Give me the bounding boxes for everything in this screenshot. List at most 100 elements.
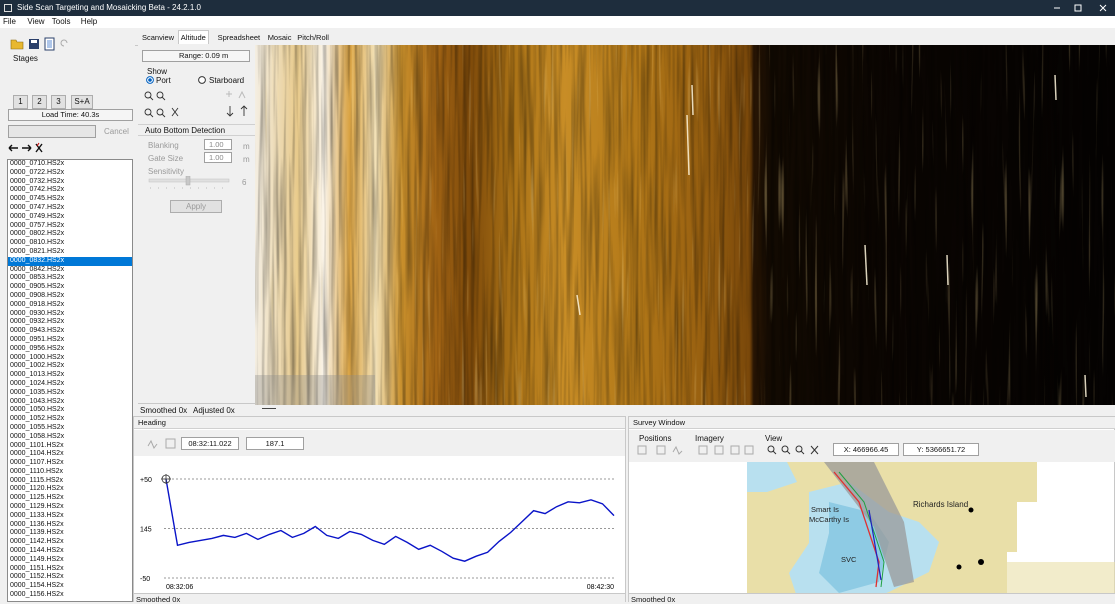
decoration	[731, 446, 739, 454]
radio-port[interactable]	[146, 76, 154, 84]
window-controls[interactable]	[1040, 0, 1115, 16]
zoom-tools[interactable]	[143, 90, 251, 122]
file-item[interactable]: 0000_1115.HS2x	[8, 477, 132, 486]
gate-input[interactable]: 1.00	[204, 152, 232, 163]
file-item[interactable]: 0000_0908.HS2x	[8, 292, 132, 301]
decoration	[801, 451, 804, 454]
file-item[interactable]: 0000_1002.HS2x	[8, 362, 132, 371]
file-item[interactable]: 0000_0722.HS2x	[8, 169, 132, 178]
file-item[interactable]: 0000_1052.HS2x	[8, 415, 132, 424]
imagery-label: Imagery	[695, 434, 724, 443]
file-item[interactable]: 0000_0930.HS2x	[8, 310, 132, 319]
tab[interactable]: Mosaic	[266, 31, 294, 44]
file-item[interactable]: 0000_1149.HS2x	[8, 556, 132, 565]
decoration	[638, 446, 753, 454]
file-item[interactable]: 0000_1144.HS2x	[8, 547, 132, 556]
file-item[interactable]: 0000_1152.HS2x	[8, 573, 132, 582]
file-item[interactable]: 0000_1142.HS2x	[8, 538, 132, 547]
file-item[interactable]: 0000_1024.HS2x	[8, 380, 132, 389]
file-item[interactable]: 0000_0757.HS2x	[8, 222, 132, 231]
file-item[interactable]: 0000_0918.HS2x	[8, 301, 132, 310]
decoration	[162, 114, 165, 117]
file-item[interactable]: 0000_0842.HS2x	[8, 266, 132, 275]
heading-tools[interactable]	[147, 438, 177, 450]
decoration	[1007, 462, 1037, 552]
menu-item[interactable]: Tools	[52, 16, 71, 28]
file-item[interactable]: 0000_0905.HS2x	[8, 283, 132, 292]
menu-item[interactable]: Help	[81, 16, 97, 28]
decoration	[227, 106, 233, 116]
apply-button[interactable]: Apply	[170, 200, 222, 213]
file-item[interactable]: 0000_1139.HS2x	[8, 529, 132, 538]
decoration	[22, 145, 31, 151]
file-item[interactable]: 0000_1110.HS2x	[8, 468, 132, 477]
stage-button[interactable]: 1	[13, 95, 28, 109]
y-tick-label: -50	[140, 576, 150, 583]
toolbar[interactable]	[10, 37, 90, 51]
decoration	[199, 77, 206, 84]
file-item[interactable]: 0000_0742.HS2x	[8, 186, 132, 195]
file-item[interactable]: 0000_1120.HS2x	[8, 485, 132, 494]
decoration	[166, 439, 175, 448]
file-item[interactable]: 0000_0821.HS2x	[8, 248, 132, 257]
decoration	[1007, 562, 1115, 593]
file-item[interactable]: 0000_1035.HS2x	[8, 389, 132, 398]
file-item[interactable]: 0000_0956.HS2x	[8, 345, 132, 354]
tab[interactable]: Scanview	[140, 31, 176, 44]
blanking-input[interactable]: 1.00	[204, 139, 232, 150]
file-item[interactable]: 0000_0802.HS2x	[8, 230, 132, 239]
tab[interactable]: Spreadsheet	[216, 31, 263, 44]
tab[interactable]: Pitch/Roll	[295, 31, 331, 44]
nav-buttons[interactable]	[8, 141, 48, 155]
file-item[interactable]: 0000_1050.HS2x	[8, 406, 132, 415]
file-item[interactable]: 0000_0710.HS2x	[8, 160, 132, 169]
file-item[interactable]: 0000_0745.HS2x	[8, 195, 132, 204]
file-item[interactable]: 0000_0932.HS2x	[8, 318, 132, 327]
file-item[interactable]: 0000_1107.HS2x	[8, 459, 132, 468]
survey-tools[interactable]	[635, 444, 825, 458]
file-item[interactable]: 0000_1154.HS2x	[8, 582, 132, 591]
file-item[interactable]: 0000_1151.HS2x	[8, 565, 132, 574]
stage-button[interactable]: S+A	[71, 95, 93, 109]
tab[interactable]: Altitude	[178, 30, 209, 44]
file-item[interactable]: 0000_1129.HS2x	[8, 503, 132, 512]
file-item[interactable]: 0000_0853.HS2x	[8, 274, 132, 283]
map-label: Richards Island	[913, 500, 968, 509]
file-item[interactable]: 0000_1156.HS2x	[8, 591, 132, 600]
gate-label: Gate Size	[148, 154, 183, 163]
decoration	[1085, 375, 1086, 397]
file-item[interactable]: 0000_1055.HS2x	[8, 424, 132, 433]
radio-starboard[interactable]	[198, 76, 206, 84]
decoration	[255, 45, 1115, 405]
survey-toolbar: Positions Imagery View X: 466966.45 Y: 5…	[629, 430, 1115, 462]
decoration	[226, 91, 245, 98]
file-item[interactable]: 0000_0832.HS2x	[8, 257, 132, 266]
file-item[interactable]: 0000_1104.HS2x	[8, 450, 132, 459]
decoration	[150, 114, 153, 117]
file-item[interactable]: 0000_0951.HS2x	[8, 336, 132, 345]
file-item[interactable]: 0000_0943.HS2x	[8, 327, 132, 336]
survey-footer: Smoothed 0x	[631, 595, 675, 604]
file-item[interactable]: 0000_1125.HS2x	[8, 494, 132, 503]
menu-item[interactable]: View	[27, 16, 44, 28]
decoration	[947, 255, 948, 285]
file-item[interactable]: 0000_0747.HS2x	[8, 204, 132, 213]
sensitivity-slider[interactable]	[148, 176, 230, 190]
file-item[interactable]: 0000_1043.HS2x	[8, 398, 132, 407]
file-item[interactable]: 0000_0810.HS2x	[8, 239, 132, 248]
stage-button[interactable]: 3	[51, 95, 66, 109]
cancel-button[interactable]: Cancel	[104, 127, 129, 136]
menu-item[interactable]: File	[3, 16, 16, 28]
stage-button[interactable]: 2	[32, 95, 47, 109]
file-item[interactable]: 0000_0749.HS2x	[8, 213, 132, 222]
file-item[interactable]: 0000_0732.HS2x	[8, 178, 132, 187]
decoration	[36, 144, 42, 152]
menu-bar: File View Tools Help	[0, 16, 1115, 28]
file-item[interactable]: 0000_1013.HS2x	[8, 371, 132, 380]
file-item[interactable]: 0000_1136.HS2x	[8, 521, 132, 530]
file-item[interactable]: 0000_1101.HS2x	[8, 442, 132, 451]
decoration	[61, 40, 67, 46]
file-item[interactable]: 0000_1058.HS2x	[8, 433, 132, 442]
file-item[interactable]: 0000_1000.HS2x	[8, 354, 132, 363]
file-item[interactable]: 0000_1133.HS2x	[8, 512, 132, 521]
